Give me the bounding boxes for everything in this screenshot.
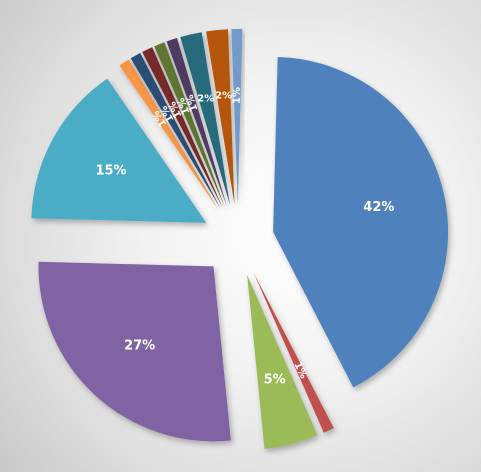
pie-slice-label-9: 1% (185, 93, 201, 113)
pie-slice-4 (31, 78, 207, 223)
pie-slice-11 (206, 29, 235, 205)
pie-slice-3 (38, 261, 231, 442)
pie-slice-7 (142, 47, 223, 208)
pie-slice-8 (154, 42, 225, 207)
pie-slice-9 (166, 38, 227, 206)
pie-slice-label-10: 2% (197, 94, 214, 105)
pie-slice-label-2: 5% (264, 372, 286, 387)
pie-slice-6 (130, 53, 221, 209)
pie-slice-label-12: 1% (232, 87, 243, 104)
pie-slice-label-4: 15% (95, 164, 126, 179)
pie-slice-0 (273, 57, 449, 388)
pie-slice-1 (253, 272, 334, 433)
pie-slice-label-0: 42% (363, 200, 394, 215)
pie-slice-label-3: 27% (124, 338, 155, 353)
pie-slice-10 (180, 32, 230, 205)
pie-slice-2 (247, 274, 318, 449)
pie-slices (31, 29, 449, 449)
pie-slice-label-11: 2% (215, 91, 232, 102)
pie-slice-5 (119, 59, 219, 210)
pie-slice-12 (231, 29, 243, 205)
